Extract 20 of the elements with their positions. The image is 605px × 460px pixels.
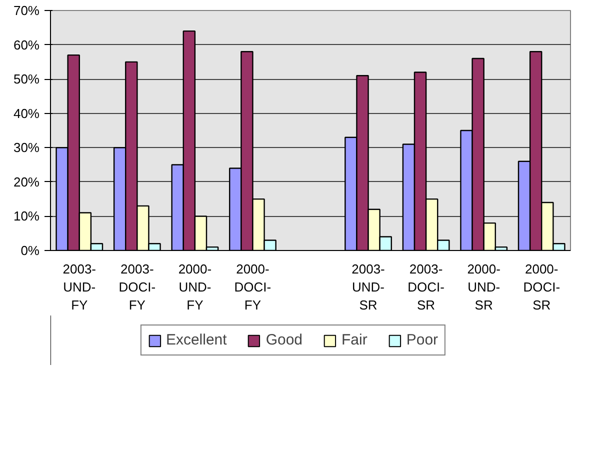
legend-label: Fair bbox=[342, 332, 368, 348]
y-tick-label: 40% bbox=[13, 106, 40, 121]
x-tick-label: 2000- DOCI- FY bbox=[234, 262, 272, 312]
x-tick-label: 2003- UND- SR bbox=[352, 262, 385, 312]
y-tick-label: 60% bbox=[13, 37, 40, 52]
x-tick-label: 2000- UND- SR bbox=[467, 262, 500, 312]
legend-label: Poor bbox=[406, 332, 438, 348]
y-tick-label: 10% bbox=[13, 208, 40, 224]
x-tick-label: 2000- UND- FY bbox=[178, 262, 212, 312]
y-tick-label: 0% bbox=[20, 243, 40, 258]
y-tick-label: 20% bbox=[13, 174, 40, 190]
legend-label: Good bbox=[266, 332, 303, 348]
legend-label: Excellent bbox=[166, 332, 227, 348]
y-tick-label: 50% bbox=[13, 72, 40, 87]
x-tick-label: 2000- DOCI- SR bbox=[523, 262, 560, 312]
y-tick-label: 30% bbox=[13, 140, 40, 156]
x-tick-label: 2003- DOCI- FY bbox=[118, 262, 156, 312]
y-tick-label: 70% bbox=[13, 3, 40, 18]
x-tick-label: 2003- UND- FY bbox=[62, 262, 96, 312]
x-tick-label: 2003- DOCI- SR bbox=[408, 262, 444, 312]
